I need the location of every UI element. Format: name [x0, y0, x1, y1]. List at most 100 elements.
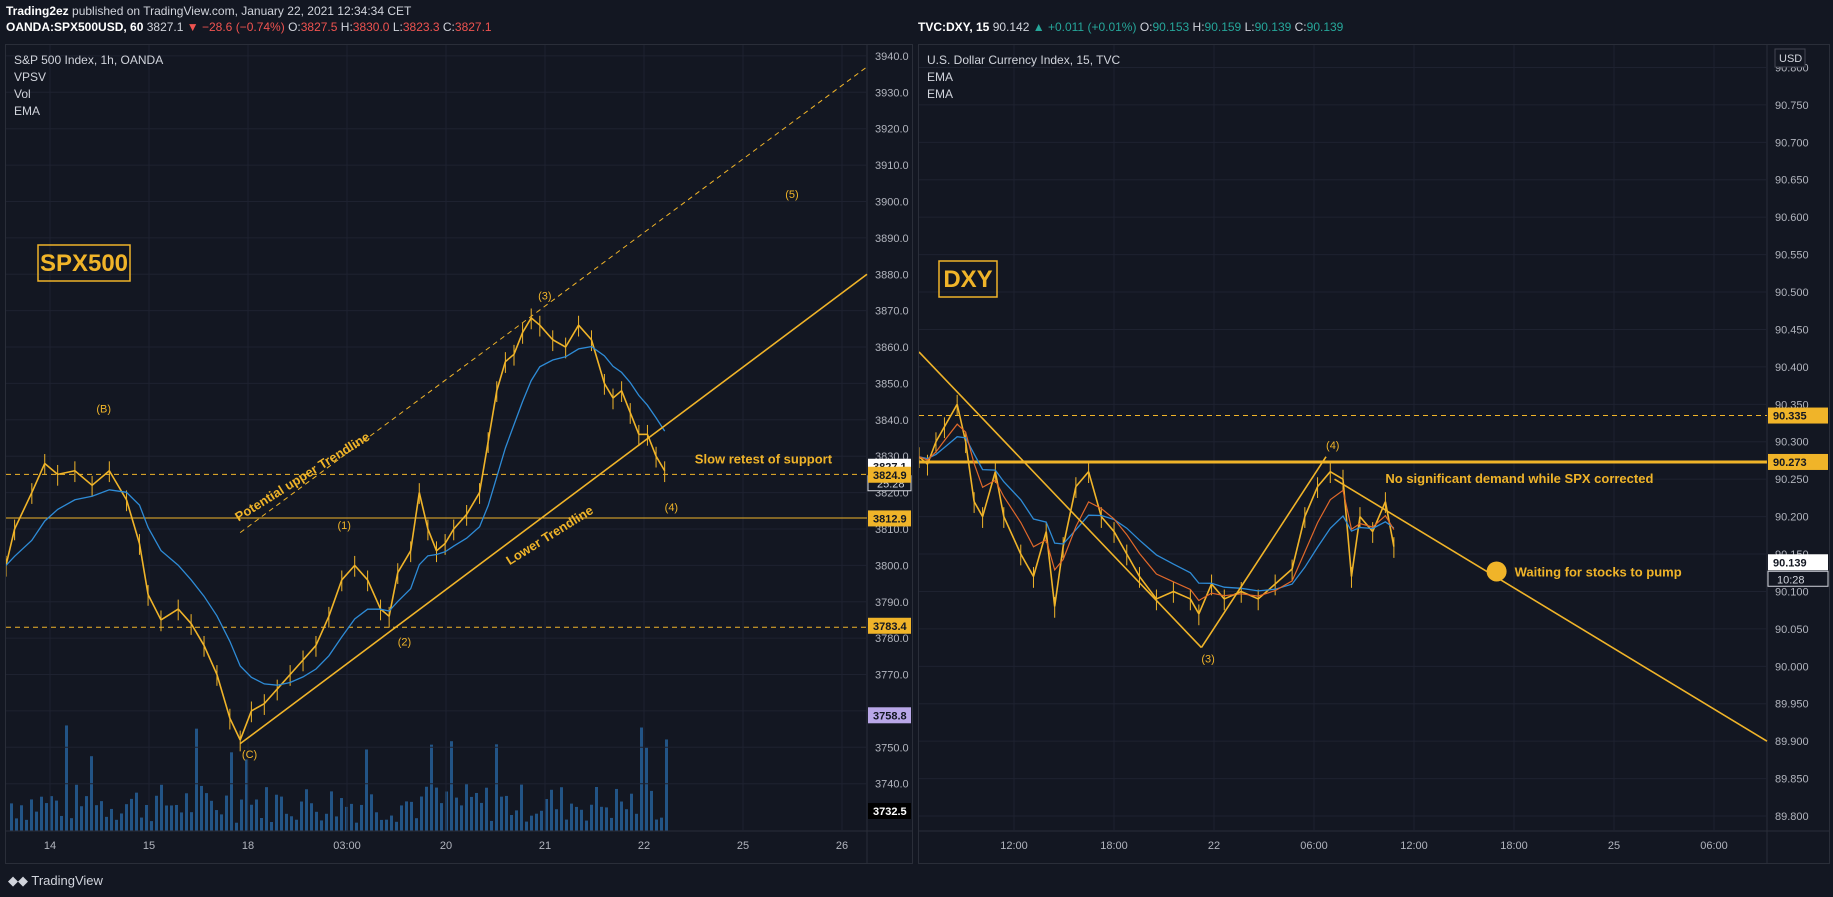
right-open: 90.153 [1152, 20, 1190, 34]
price-tag[interactable]: 90.273 [1773, 457, 1807, 469]
y-tick-label: 90.250 [1775, 474, 1809, 486]
wave-label[interactable]: (B) [96, 404, 111, 416]
price-segment [1020, 553, 1035, 577]
wave-label[interactable]: (1) [337, 520, 350, 532]
left-symbol[interactable]: OANDA:SPX500USD, 60 [6, 20, 144, 34]
author-name[interactable]: Trading2ez [6, 4, 69, 18]
spx-chart-panel[interactable]: 3740.03750.03760.03770.03780.03790.03800… [5, 44, 913, 864]
y-tick-label: 3800.0 [875, 560, 909, 572]
symbol-label[interactable]: DXY [943, 266, 992, 293]
wave-label[interactable]: (5) [785, 189, 798, 201]
wave-a[interactable] [918, 351, 1202, 649]
volume-bar [605, 807, 608, 831]
price-tag-bg [868, 510, 911, 527]
volume-bar [210, 800, 213, 831]
wave-label[interactable]: (3) [538, 291, 551, 303]
volume-bar [385, 819, 388, 831]
price-segment [276, 673, 291, 690]
right-change: ▲ +0.011 (+0.01%) [1032, 20, 1137, 34]
dxy-chart-panel[interactable]: 89.800 89.850 89.900 89.950 90.000 90.050 90.1… [918, 44, 1830, 864]
y-tick-label: 3790.0 [875, 597, 909, 609]
y-tick-label: 90.400 [1775, 362, 1809, 374]
spx-indicator-ema[interactable]: EMA [14, 104, 41, 118]
y-tick-label: 89.950 [1775, 699, 1809, 711]
volume-bar [660, 817, 663, 831]
right-symbol[interactable]: TVC:DXY, 15 [918, 20, 990, 34]
price-segment [328, 579, 343, 617]
x-tick-label: 12:00 [1400, 840, 1428, 852]
volume-bar [455, 797, 458, 831]
volume-bar [335, 816, 338, 831]
dxy-title[interactable]: U.S. Dollar Currency Index, 15, TVC [927, 53, 1121, 67]
spx-chart-svg[interactable]: 3740.03750.03760.03770.03780.03790.03800… [5, 45, 912, 863]
x-tick-label: 18:00 [1500, 840, 1528, 852]
price-tag[interactable]: 3732.5 [873, 806, 907, 818]
left-o-label: O: [288, 20, 301, 34]
wave-label[interactable]: (2) [398, 636, 411, 648]
volume-bar [50, 796, 53, 831]
annotation-text[interactable]: Slow retest of support [695, 451, 833, 466]
volume-bar [170, 805, 173, 831]
price-tag[interactable]: 3812.9 [873, 513, 907, 525]
y-tick-label: 90.100 [1775, 586, 1809, 598]
wave-label[interactable]: (4) [1326, 440, 1339, 452]
left-change: ▼ −28.6 (−0.74%) [186, 20, 285, 34]
lower-trendline[interactable] [239, 273, 868, 745]
spx-indicator-vol[interactable]: Vol [14, 87, 31, 101]
symbol-label[interactable]: SPX500 [40, 250, 128, 277]
unit-badge[interactable]: USD [1779, 53, 1802, 65]
annotation-dot [1486, 561, 1507, 582]
volume-bar [655, 819, 658, 831]
left-l-label: L: [392, 20, 403, 34]
wave-label[interactable]: (3) [1201, 654, 1214, 666]
price-segment [590, 339, 606, 384]
symbol-label-box [938, 260, 998, 298]
volume-bar [505, 795, 508, 831]
annotation-text[interactable]: Waiting for stocks to pump [1515, 564, 1682, 579]
dxy-chart-svg[interactable]: 89.800 89.850 89.900 89.950 90.000 90.050 90.1… [918, 45, 1829, 863]
volume-bar [330, 791, 333, 831]
volume-bar [475, 792, 478, 831]
spx-title[interactable]: S&P 500 Index, 1h, OANDA [14, 53, 164, 67]
volume-bar [585, 820, 588, 831]
price-segment [918, 456, 929, 465]
y-tick-label: 3890.0 [875, 233, 909, 245]
price-tag[interactable]: 3758.8 [873, 710, 907, 722]
price-segment [341, 564, 356, 581]
dxy-indicator-ema-1[interactable]: EMA [927, 70, 954, 84]
price-tag[interactable]: 90.139 [1773, 557, 1807, 569]
spx-indicator-vpsv[interactable]: VPSV [14, 70, 47, 84]
wave-label[interactable]: (4) [665, 502, 678, 514]
volume-bar [15, 818, 18, 831]
price-tag[interactable]: 3783.4 [873, 621, 908, 633]
volume-bar [285, 813, 288, 831]
price-segment [964, 441, 975, 502]
wave-label[interactable]: (C) [242, 749, 257, 761]
price-segment [1156, 590, 1174, 600]
price-segment [552, 339, 567, 348]
volume-bar [530, 815, 533, 831]
tradingview-logo[interactable]: ◆◆ TradingView [8, 873, 103, 888]
volume-bar [85, 796, 88, 831]
publish-info: published on TradingView.com, January 22… [68, 4, 412, 18]
y-tick-label: 3810.0 [875, 524, 909, 536]
price-tag[interactable]: 90.335 [1773, 411, 1807, 423]
dxy-indicator-ema-2[interactable]: EMA [927, 87, 954, 101]
volume-bar [515, 810, 518, 831]
chart-header: Trading2ez published on TradingView.com,… [0, 0, 1833, 42]
wave-b[interactable] [1200, 456, 1327, 649]
trend-down[interactable] [1334, 478, 1768, 742]
volume-bar [550, 789, 553, 831]
y-tick-label: 3770.0 [875, 670, 909, 682]
volume-bar [640, 727, 643, 831]
annotation-text[interactable]: Potential upper Trendline [232, 429, 372, 524]
price-segment [655, 455, 666, 472]
price-segment [577, 324, 593, 341]
upper-trendline[interactable] [239, 66, 868, 534]
price-tag[interactable]: 3824.9 [873, 470, 907, 482]
volume-bar [375, 812, 378, 831]
price-segment [435, 542, 446, 552]
volume-bar [420, 796, 423, 831]
annotation-text[interactable]: No significant demand while SPX correcte… [1385, 471, 1653, 486]
volume-bar [200, 785, 203, 831]
